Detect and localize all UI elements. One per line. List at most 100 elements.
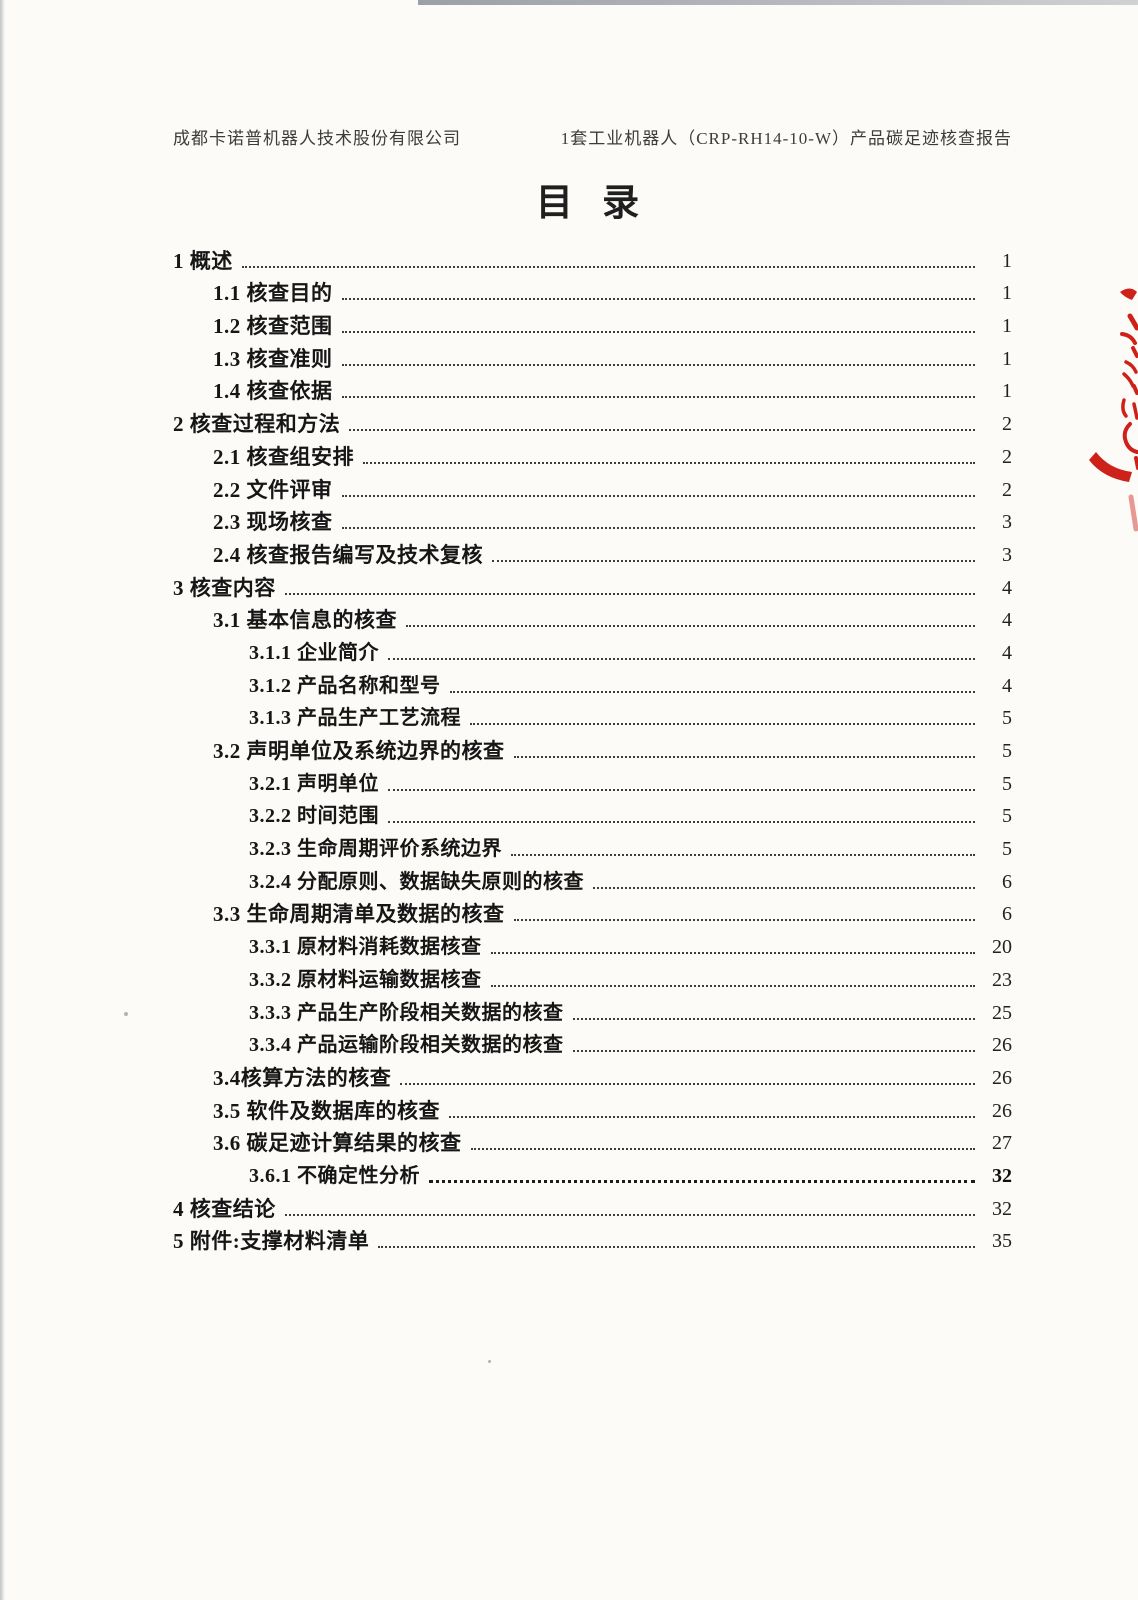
toc-entry: 2.3 现场核查 3: [173, 503, 1012, 536]
toc-dot-leader: [341, 363, 975, 366]
toc-entry: 1.1 核查目的 1: [173, 274, 1012, 307]
toc-entry-label: 3 核查内容: [173, 575, 276, 600]
toc-entry-label: 3.2.3 生命周期评价系统边界: [249, 838, 502, 861]
toc-entry-page-number: 25: [992, 1001, 1012, 1024]
toc-entry: 1.4 核查依据 1: [173, 372, 1012, 405]
toc-entry: 3.4核算方法的核查 26: [173, 1058, 1012, 1091]
toc-entry: 3.2 声明单位及系统边界的核查 5: [173, 731, 1012, 764]
toc-entry: 2 核查过程和方法 2: [173, 404, 1012, 437]
toc-entry-label: 1.1 核查目的: [213, 281, 333, 306]
toc-dot-leader: [341, 494, 975, 497]
toc-entry-label: 3.6.1 不确定性分析: [249, 1164, 420, 1187]
red-seal-fragment: [1089, 288, 1138, 532]
toc-entry-page-number: 26: [992, 1099, 1012, 1122]
toc-dot-leader: [388, 788, 975, 791]
toc-entry-label: 5 附件:支撑材料清单: [173, 1229, 370, 1254]
toc-entry-page-number: 26: [992, 1066, 1012, 1089]
toc-dot-leader: [572, 1050, 975, 1053]
toc-entry-label: 3.3.1 原材料消耗数据核查: [249, 936, 482, 959]
table-of-contents: 1 概述 1 1.1 核查目的 1 1.2 核查范围 1 1.3 核查准则 1 …: [173, 241, 1012, 1254]
toc-entry: 3.3.2 原材料运输数据核查 23: [173, 960, 1012, 993]
toc-entry: 1.3 核查准则 1: [173, 339, 1012, 372]
toc-dot-leader: [284, 1213, 975, 1216]
toc-entry-page-number: 6: [1002, 870, 1012, 893]
toc-entry-page-number: 4: [1002, 576, 1012, 599]
toc-entry-label: 3.2 声明单位及系统边界的核查: [213, 739, 505, 763]
toc-entry: 3.3.4 产品运输阶段相关数据的核查 26: [173, 1026, 1012, 1059]
toc-entry-page-number: 3: [1002, 511, 1012, 534]
toc-entry-label: 3.1 基本信息的核查: [213, 608, 397, 633]
toc-entry-page-number: 35: [992, 1230, 1012, 1253]
toc-entry: 1.2 核查范围 1: [173, 306, 1012, 339]
toc-entry-label: 1.2 核查范围: [213, 314, 333, 339]
toc-entry-label: 3.1.2 产品名称和型号: [249, 674, 441, 697]
toc-entry-page-number: 1: [1002, 315, 1012, 338]
toc-entry-page-number: 5: [1002, 707, 1012, 730]
toc-entry: 3.2.1 声明单位 5: [173, 764, 1012, 797]
toc-entry-label: 3.3.4 产品运输阶段相关数据的核查: [249, 1034, 564, 1057]
toc-entry-label: 4 核查结论: [173, 1196, 276, 1221]
toc-dot-leader: [341, 396, 975, 399]
toc-entry-page-number: 2: [1002, 413, 1012, 436]
toc-entry-page-number: 4: [1002, 609, 1012, 632]
toc-dot-leader: [492, 559, 975, 562]
toc-entry-label: 1.3 核查准则: [213, 346, 333, 371]
toc-dot-leader: [490, 984, 975, 987]
toc-entry-page-number: 2: [1002, 478, 1012, 501]
toc-entry-label: 1 概述: [173, 248, 233, 273]
header-company-name: 成都卡诺普机器人技术股份有限公司: [173, 129, 461, 148]
toc-entry-label: 3.3.2 原材料运输数据核查: [249, 968, 482, 991]
toc-entry-label: 3.3 生命周期清单及数据的核查: [213, 902, 505, 927]
toc-entry-label: 3.3.3 产品生产阶段相关数据的核查: [249, 1001, 564, 1024]
toc-entry: 2.4 核查报告编写及技术复核 3: [173, 535, 1012, 568]
toc-dot-leader: [593, 886, 975, 889]
toc-entry-page-number: 4: [1002, 674, 1012, 697]
toc-entry-label: 2.1 核查组安排: [213, 444, 354, 469]
toc-entry-page-number: 23: [992, 968, 1012, 991]
toc-dot-leader: [341, 527, 975, 530]
toc-dot-leader: [449, 690, 975, 693]
toc-entry-page-number: 27: [992, 1132, 1012, 1155]
toc-entry: 4 核查结论 32: [173, 1189, 1012, 1222]
toc-entry: 3.1.1 企业简介 4: [173, 633, 1012, 666]
toc-dot-leader: [400, 1082, 975, 1085]
toc-dot-leader: [284, 592, 975, 595]
toc-entry-page-number: 6: [1002, 903, 1012, 926]
toc-entry-label: 3.1.3 产品生产工艺流程: [249, 707, 461, 730]
toc-entry: 3 核查内容 4: [173, 568, 1012, 601]
toc-entry: 2.1 核查组安排 2: [173, 437, 1012, 470]
toc-title: 目 录: [535, 183, 650, 224]
toc-entry: 2.2 文件评审 2: [173, 470, 1012, 503]
toc-entry-page-number: 5: [1002, 838, 1012, 861]
toc-dot-leader: [429, 1179, 975, 1183]
scan-edge-artifact-top: [418, 0, 1138, 5]
toc-entry-label: 3.2.1 声明单位: [249, 772, 379, 795]
toc-dot-leader: [490, 952, 975, 955]
toc-entry-page-number: 26: [992, 1034, 1012, 1057]
scan-speckle: [124, 1012, 128, 1016]
toc-entry-label: 3.2.4 分配原则、数据缺失原则的核查: [249, 870, 584, 893]
toc-entry-page-number: 32: [992, 1197, 1012, 1220]
toc-entry-page-number: 4: [1002, 641, 1012, 664]
toc-entry: 3.1 基本信息的核查 4: [173, 601, 1012, 634]
header-report-title: 1套工业机器人（CRP-RH14-10-W）产品碳足迹核查报告: [560, 129, 1012, 148]
toc-entry: 3.6 碳足迹计算结果的核查 27: [173, 1124, 1012, 1157]
toc-entry: 3.2.4 分配原则、数据缺失原则的核查 6: [173, 862, 1012, 895]
toc-entry-page-number: 5: [1002, 740, 1012, 762]
page-header: 成都卡诺普机器人技术股份有限公司 1套工业机器人（CRP-RH14-10-W）产…: [173, 124, 1012, 149]
toc-dot-leader: [513, 756, 975, 758]
toc-entry-page-number: 1: [1002, 347, 1012, 370]
toc-entry: 3.1.2 产品名称和型号 4: [173, 666, 1012, 699]
toc-entry-page-number: 1: [1002, 380, 1012, 403]
toc-dot-leader: [388, 657, 975, 660]
toc-entry-label: 2.4 核查报告编写及技术复核: [213, 542, 483, 567]
toc-dot-leader: [341, 298, 975, 301]
toc-entry: 3.6.1 不确定性分析 32: [173, 1156, 1012, 1189]
toc-dot-leader: [470, 1148, 975, 1151]
toc-entry-page-number: 5: [1002, 772, 1012, 795]
toc-entry: 3.2.2 时间范围 5: [173, 797, 1012, 830]
toc-entry-page-number: 2: [1002, 445, 1012, 468]
toc-dot-leader: [341, 331, 975, 334]
toc-entry-label: 3.2.2 时间范围: [249, 805, 379, 828]
toc-dot-leader: [572, 1017, 975, 1020]
